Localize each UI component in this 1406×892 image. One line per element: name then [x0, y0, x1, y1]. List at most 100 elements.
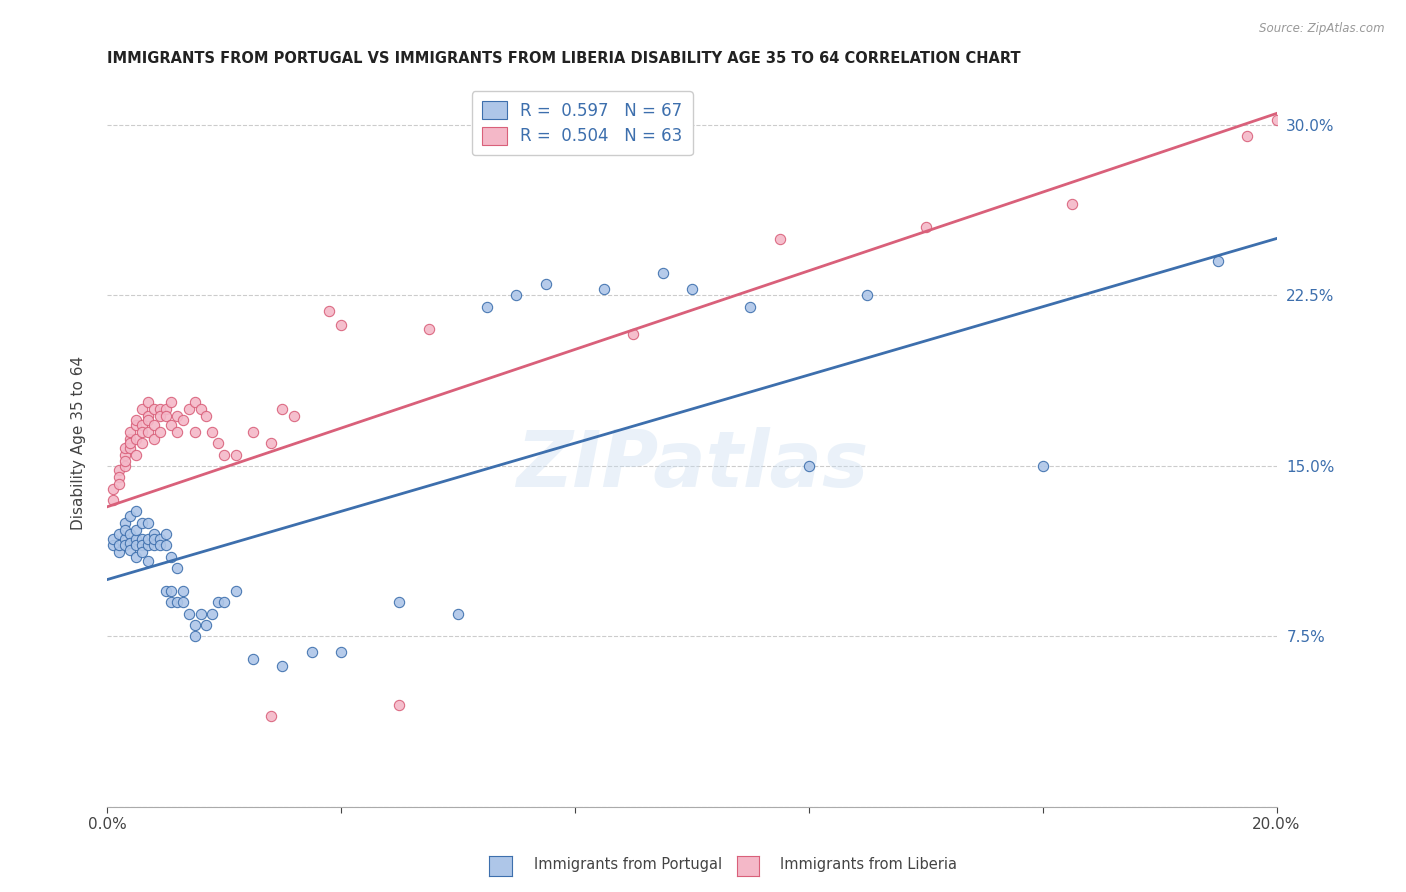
Point [505, 288, 527, 302]
Point [125, 523, 148, 537]
Point [160, 417, 183, 432]
Point [142, 527, 165, 541]
Text: ZIPatlas: ZIPatlas [516, 427, 868, 503]
Point [160, 395, 183, 409]
Point [131, 425, 153, 439]
Point [330, 645, 353, 659]
Point [142, 417, 165, 432]
Point [120, 508, 142, 523]
Point [125, 504, 148, 518]
Point [418, 322, 440, 336]
Point [149, 409, 172, 423]
Point [681, 281, 703, 295]
Point [740, 300, 762, 314]
Point [475, 300, 498, 314]
Point [271, 659, 294, 673]
Point [114, 523, 136, 537]
Point [155, 539, 177, 553]
Point [155, 584, 177, 599]
Point [136, 539, 159, 553]
Point [149, 532, 172, 546]
Point [301, 645, 323, 659]
Point [184, 425, 207, 439]
Point [149, 539, 172, 553]
Point [136, 425, 159, 439]
Point [242, 425, 264, 439]
Point [260, 709, 283, 723]
Y-axis label: Disability Age 35 to 64: Disability Age 35 to 64 [72, 356, 86, 530]
Legend: R =  0.597   N = 67, R =  0.504   N = 63: R = 0.597 N = 67, R = 0.504 N = 63 [472, 91, 693, 155]
Point [114, 448, 136, 462]
Point [114, 441, 136, 455]
Point [1032, 458, 1054, 473]
Point [149, 402, 172, 417]
Point [160, 595, 183, 609]
Point [184, 618, 207, 632]
Point [120, 527, 142, 541]
Point [125, 413, 148, 427]
Point [155, 409, 177, 423]
Point [160, 584, 183, 599]
Point [166, 595, 188, 609]
Point [120, 436, 142, 450]
Point [201, 425, 224, 439]
Point [107, 539, 129, 553]
Point [177, 607, 200, 621]
Point [166, 561, 188, 575]
Point [101, 493, 124, 508]
Point [768, 231, 790, 245]
Point [107, 470, 129, 484]
Point [125, 448, 148, 462]
Point [136, 532, 159, 546]
Point [195, 409, 218, 423]
Point [184, 395, 207, 409]
Point [172, 584, 194, 599]
Point [260, 436, 283, 450]
Point [125, 432, 148, 446]
Point [120, 536, 142, 550]
Point [131, 539, 153, 553]
Point [136, 516, 159, 530]
Point [101, 539, 124, 553]
Point [131, 516, 153, 530]
Point [131, 436, 153, 450]
Text: Immigrants from Liberia: Immigrants from Liberia [780, 857, 957, 872]
Point [856, 288, 879, 302]
Point [136, 409, 159, 423]
Point [114, 539, 136, 553]
Point [212, 595, 235, 609]
Point [797, 458, 820, 473]
Point [120, 441, 142, 455]
Point [107, 477, 129, 491]
Point [388, 595, 411, 609]
Point [447, 607, 470, 621]
Point [172, 595, 194, 609]
Point [651, 266, 673, 280]
Point [190, 607, 212, 621]
Point [1265, 113, 1288, 128]
Point [114, 458, 136, 473]
Point [212, 448, 235, 462]
Point [1206, 254, 1229, 268]
Text: IMMIGRANTS FROM PORTUGAL VS IMMIGRANTS FROM LIBERIA DISABILITY AGE 35 TO 64 CORR: IMMIGRANTS FROM PORTUGAL VS IMMIGRANTS F… [107, 51, 1021, 66]
Point [142, 432, 165, 446]
Point [101, 532, 124, 546]
Point [114, 454, 136, 468]
Point [242, 652, 264, 666]
Point [534, 277, 557, 291]
Point [184, 630, 207, 644]
Point [131, 545, 153, 559]
Point [131, 417, 153, 432]
Point [318, 304, 340, 318]
Point [136, 554, 159, 568]
Point [225, 584, 247, 599]
Point [155, 402, 177, 417]
Point [201, 607, 224, 621]
Point [120, 425, 142, 439]
Point [125, 417, 148, 432]
Point [107, 545, 129, 559]
Point [136, 395, 159, 409]
Point [166, 425, 188, 439]
Point [172, 413, 194, 427]
Point [107, 527, 129, 541]
